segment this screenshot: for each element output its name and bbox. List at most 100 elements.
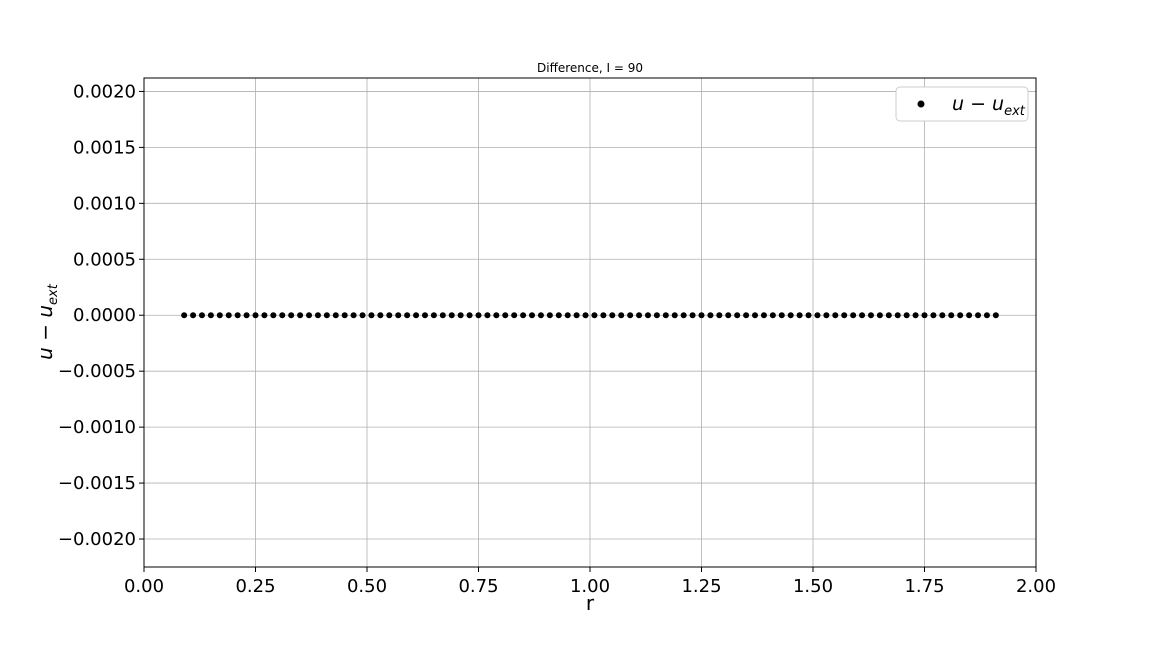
data-point	[430, 312, 437, 319]
data-point	[448, 312, 455, 319]
data-point	[912, 312, 919, 319]
svg-text:u − uext: u − uext	[33, 283, 61, 360]
data-point	[636, 312, 643, 319]
data-point	[573, 312, 580, 319]
legend-marker	[917, 100, 925, 108]
data-point	[377, 312, 384, 319]
data-point	[591, 312, 598, 319]
data-point	[885, 312, 892, 319]
y-tick-label: −0.0015	[58, 473, 136, 494]
data-point	[903, 312, 910, 319]
data-point	[600, 312, 607, 319]
data-point	[716, 312, 723, 319]
data-point	[992, 312, 999, 319]
data-point	[484, 312, 491, 319]
data-point	[404, 312, 411, 319]
data-point	[306, 312, 313, 319]
data-point	[957, 312, 964, 319]
legend: u − uext	[895, 86, 1029, 122]
data-point	[983, 312, 990, 319]
data-point	[814, 312, 821, 319]
data-point	[270, 312, 277, 319]
data-point	[466, 312, 473, 319]
data-point	[421, 312, 428, 319]
data-point	[725, 312, 732, 319]
y-tick-label: −0.0020	[58, 529, 136, 550]
data-point	[698, 312, 705, 319]
data-point	[859, 312, 866, 319]
data-point	[243, 312, 250, 319]
data-point	[760, 312, 767, 319]
x-tick-label: 1.50	[793, 576, 833, 597]
y-axis-label: u − uext	[33, 283, 61, 360]
data-point	[582, 312, 589, 319]
data-point	[511, 312, 518, 319]
data-point	[457, 312, 464, 319]
x-tick-label: 0.25	[235, 576, 275, 597]
data-point	[805, 312, 812, 319]
legend-box	[895, 86, 1029, 122]
y-tick-label: 0.0010	[73, 193, 136, 214]
data-point	[350, 312, 357, 319]
data-point	[832, 312, 839, 319]
data-point	[207, 312, 214, 319]
data-point	[395, 312, 402, 319]
data-point	[948, 312, 955, 319]
x-tick-label: 0.50	[347, 576, 387, 597]
x-tick-label: 2.00	[1016, 576, 1056, 597]
x-tick-label: 1.25	[681, 576, 721, 597]
data-point	[930, 312, 937, 319]
data-point	[297, 312, 304, 319]
data-point	[966, 312, 973, 319]
data-point	[555, 312, 562, 319]
data-point	[216, 312, 223, 319]
y-axis: −0.0020 −0.0015 −0.0010 −0.0005 0.0000 0.0005…	[58, 81, 144, 550]
x-tick-label: 0.75	[458, 576, 498, 597]
data-point	[778, 312, 785, 319]
data-point	[975, 312, 982, 319]
data-point	[323, 312, 330, 319]
data-point	[841, 312, 848, 319]
y-tick-label: −0.0005	[58, 361, 136, 382]
data-point	[644, 312, 651, 319]
data-points	[181, 312, 999, 319]
data-point	[743, 312, 750, 319]
data-point	[894, 312, 901, 319]
data-point	[867, 312, 874, 319]
data-point	[368, 312, 375, 319]
x-axis: 0.00 0.25 0.50 0.75 1.00 1.25 1.50 1.75 2.00	[124, 567, 1056, 597]
x-tick-label: 0.00	[124, 576, 164, 597]
x-tick-label: 1.75	[904, 576, 944, 597]
data-point	[823, 312, 830, 319]
data-point	[234, 312, 241, 319]
data-point	[618, 312, 625, 319]
data-point	[653, 312, 660, 319]
data-point	[502, 312, 509, 319]
y-tick-label: −0.0010	[58, 417, 136, 438]
data-point	[627, 312, 634, 319]
data-point	[662, 312, 669, 319]
data-point	[680, 312, 687, 319]
x-axis-label: r	[586, 591, 595, 615]
chart-title: Difference, I = 90	[537, 61, 643, 75]
data-point	[564, 312, 571, 319]
data-point	[734, 312, 741, 319]
legend-label: u − uext	[952, 93, 1026, 119]
data-point	[190, 312, 197, 319]
data-point	[314, 312, 321, 319]
data-point	[288, 312, 295, 319]
data-point	[413, 312, 420, 319]
y-tick-label: 0.0005	[73, 249, 136, 270]
y-tick-label: 0.0000	[73, 305, 136, 326]
data-point	[181, 312, 188, 319]
data-point	[787, 312, 794, 319]
data-point	[529, 312, 536, 319]
data-point	[689, 312, 696, 319]
y-tick-label: 0.0020	[73, 81, 136, 102]
data-point	[386, 312, 393, 319]
data-point	[439, 312, 446, 319]
x-tick-label: 1.00	[570, 576, 610, 597]
data-point	[261, 312, 268, 319]
y-tick-label: 0.0015	[73, 137, 136, 158]
